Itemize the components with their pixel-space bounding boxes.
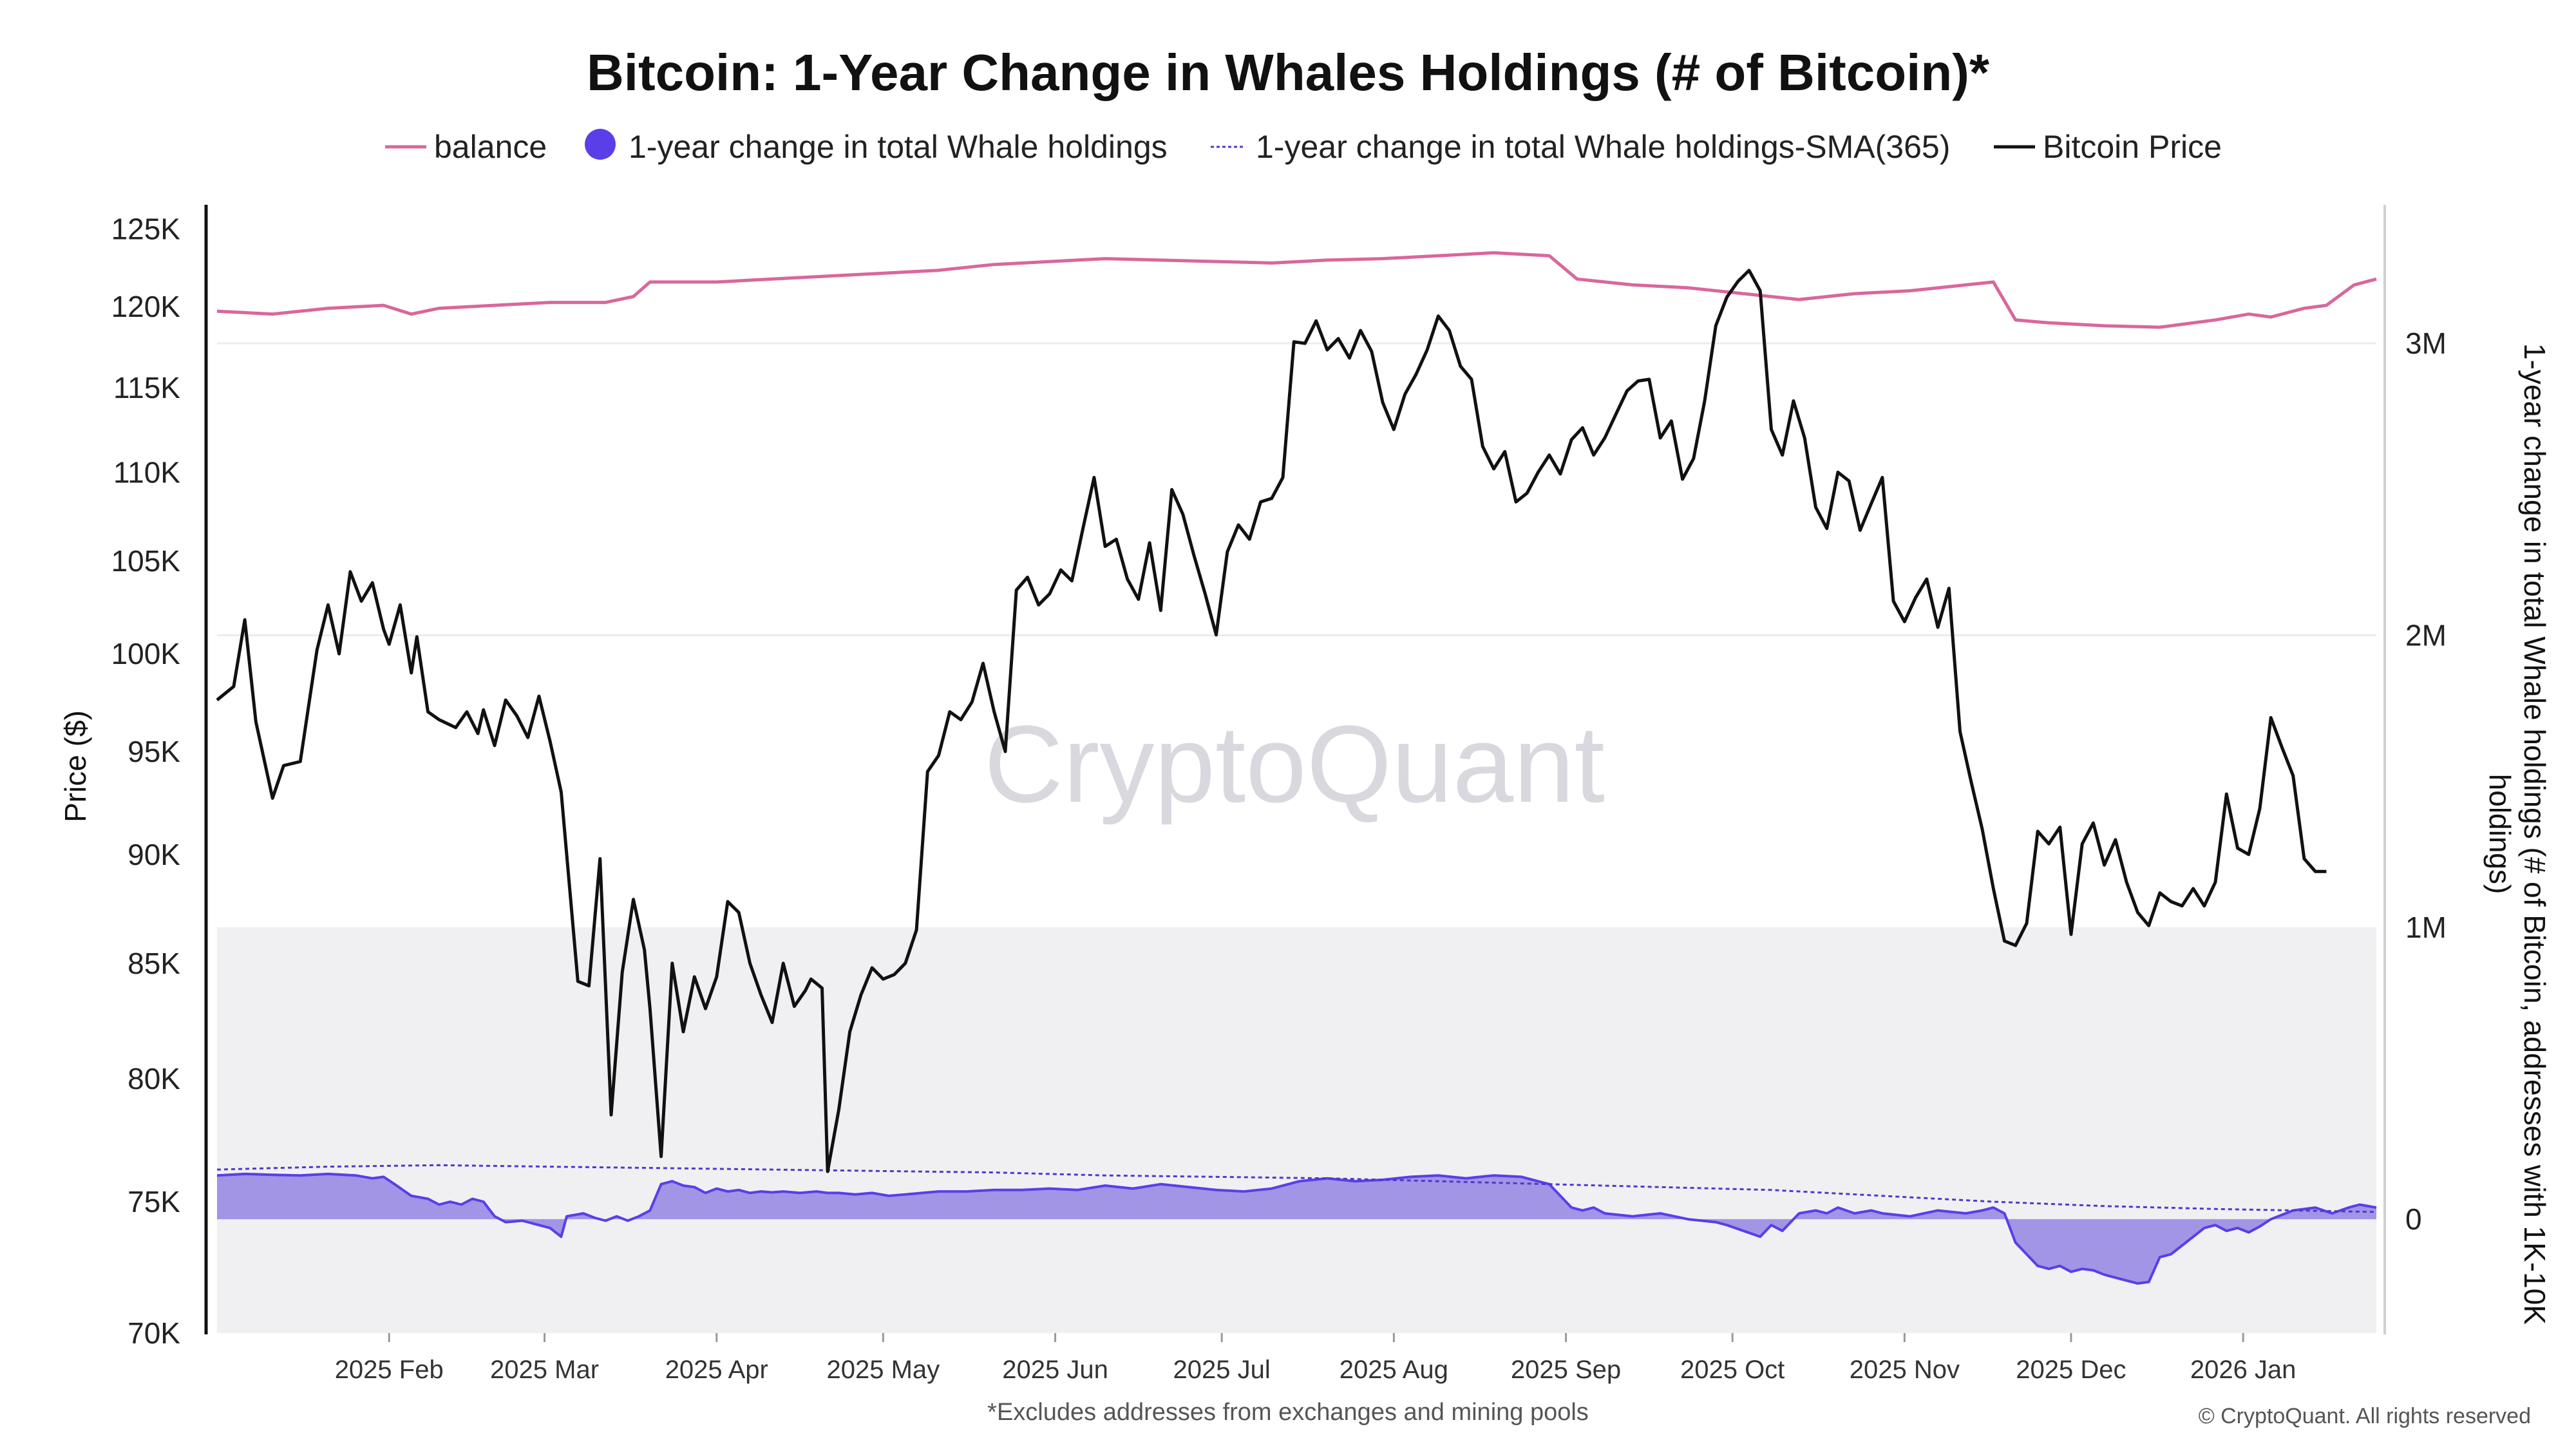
right-axis-label: 1-year change in total Whale holdings (#…: [2483, 343, 2552, 1325]
left-tick-label: 75K: [128, 1185, 180, 1218]
legend-whale-change-label: 1-year change in total Whale holdings: [629, 129, 1168, 165]
x-tick-label: 2025 Oct: [1680, 1356, 1785, 1384]
left-tick-label: 95K: [128, 735, 180, 768]
left-tick-label: 105K: [111, 544, 181, 578]
left-tick-label: 110K: [113, 455, 180, 489]
series-layer: [216, 251, 2377, 1285]
sma-line: [216, 1164, 2377, 1213]
left-tick-label: 85K: [128, 947, 180, 980]
balance-line: [216, 251, 2377, 329]
left-tick-label: 70K: [128, 1316, 180, 1350]
x-axis-ticks: 2025 Feb 2025 Mar 2025 Apr 2025 May 2025 Jun…: [335, 1333, 2297, 1384]
bitcoin-price-line: [216, 269, 2327, 1173]
chart-title: Bitcoin: 1-Year Change in Whales Holding…: [587, 44, 1990, 101]
x-tick-label: 2025 Jun: [1002, 1356, 1108, 1384]
shaded-region: [217, 927, 2376, 1333]
watermark: CryptoQuant: [984, 703, 1605, 826]
legend-sma-label: 1-year change in total Whale holdings-SM…: [1256, 129, 1950, 165]
x-tick-label: 2025 Dec: [2016, 1356, 2126, 1384]
x-tick-label: 2025 Aug: [1340, 1356, 1448, 1384]
copyright: © CryptoQuant. All rights reserved: [2199, 1404, 2531, 1428]
left-tick-label: 90K: [128, 838, 180, 871]
whale-change-area: [217, 1173, 2376, 1283]
x-tick-label: 2026 Jan: [2190, 1356, 2297, 1384]
right-axis-label-line1: 1-year change in total Whale holdings (#…: [2518, 343, 2552, 1325]
left-tick-label: 125K: [111, 212, 181, 245]
right-tick-label: 2M: [2405, 618, 2447, 652]
x-tick-label: 2025 Jul: [1173, 1356, 1271, 1384]
legend: balance 1-year change in total Whale hol…: [385, 129, 2222, 165]
x-tick-label: 2025 Apr: [665, 1356, 768, 1384]
legend-whale-change-swatch: [585, 129, 616, 160]
x-tick-label: 2025 Mar: [490, 1356, 599, 1384]
legend-price-label: Bitcoin Price: [2043, 129, 2222, 165]
left-tick-label: 120K: [111, 290, 181, 323]
x-tick-label: 2025 Feb: [335, 1356, 444, 1384]
right-tick-label: 0: [2405, 1202, 2422, 1236]
right-axis-ticks: 3M 2M 1M 0: [2405, 327, 2447, 1236]
left-tick-label: 80K: [128, 1062, 180, 1095]
left-axis-ticks: 125K 120K 115K 110K 105K 100K 95K 90K 85K 80K 75K 7…: [111, 212, 181, 1350]
whale-change-line: [216, 1172, 2377, 1285]
x-tick-label: 2025 May: [827, 1356, 940, 1384]
right-axis-label-line2: holdings): [2483, 774, 2517, 895]
left-tick-label: 100K: [111, 637, 181, 670]
x-tick-label: 2025 Sep: [1511, 1356, 1621, 1384]
x-tick-label: 2025 Nov: [1850, 1356, 1960, 1384]
footnote: *Excludes addresses from exchanges and m…: [987, 1399, 1589, 1426]
legend-balance-label: balance: [434, 129, 547, 165]
left-axis-label: Price ($): [59, 710, 92, 822]
left-tick-label: 115K: [113, 371, 180, 404]
right-tick-label: 3M: [2405, 327, 2447, 360]
right-tick-label: 1M: [2405, 911, 2447, 944]
